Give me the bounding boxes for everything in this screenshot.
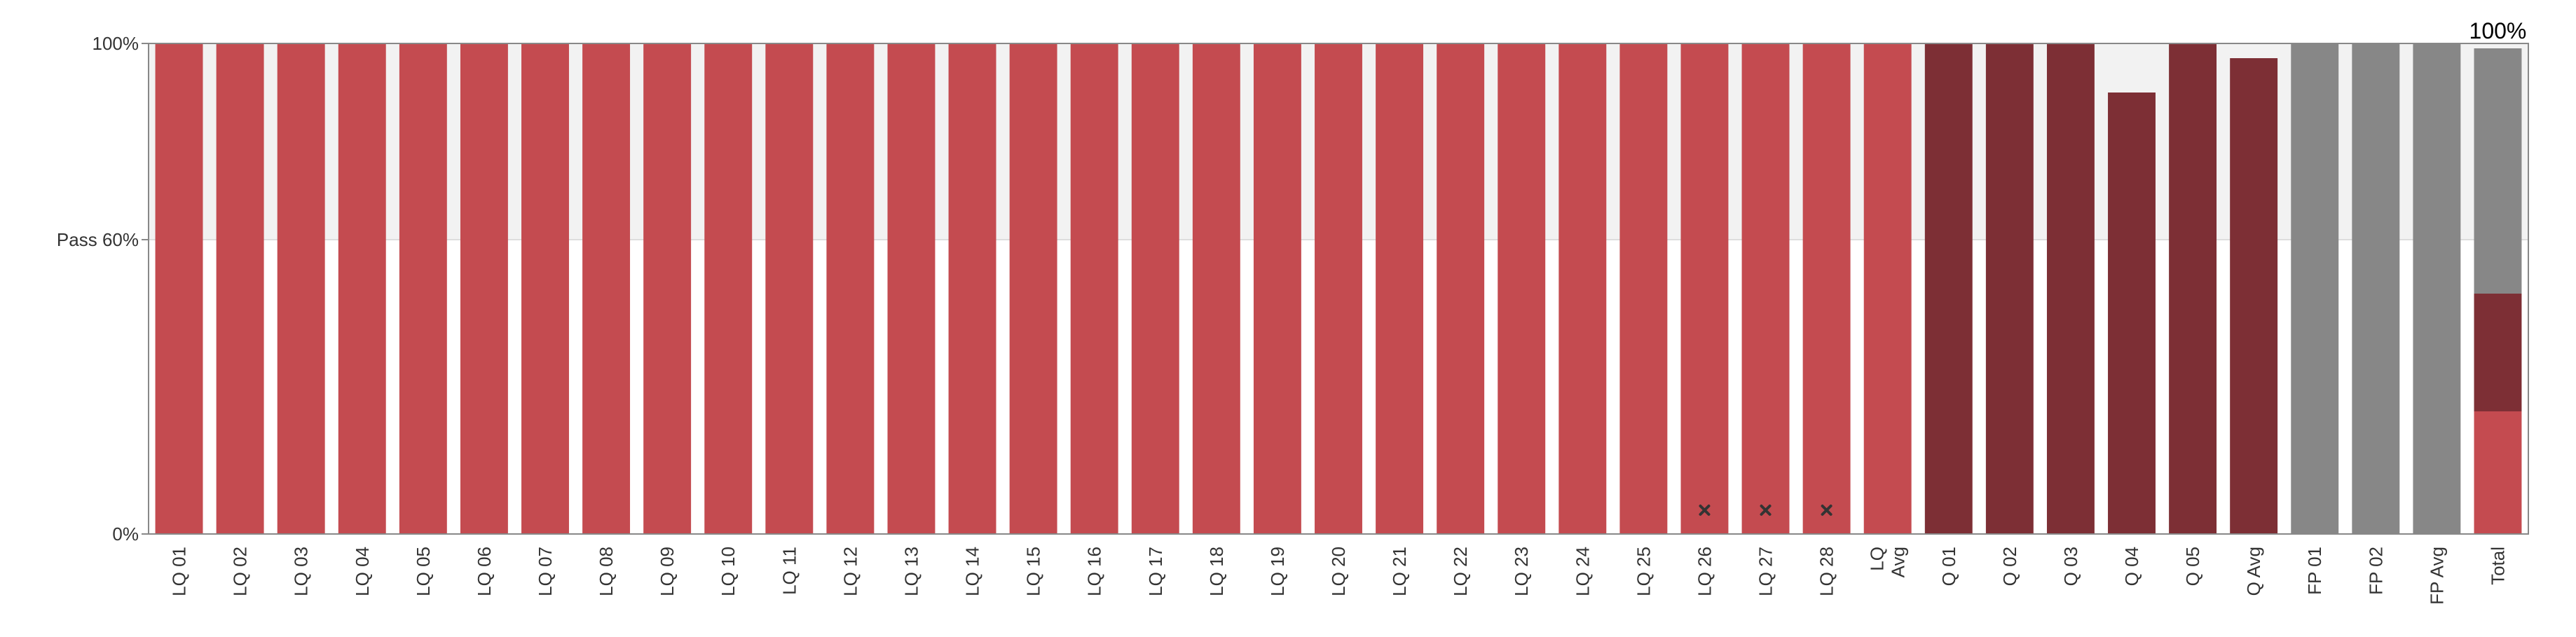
x-tick-label: LQ 15 bbox=[1023, 547, 1044, 596]
bar-lq-23 bbox=[1498, 43, 1546, 534]
x-tick-label: LQ 13 bbox=[900, 547, 922, 596]
x-tick-label: LQ 03 bbox=[291, 547, 312, 596]
x-tick-label: Q 01 bbox=[1938, 547, 1959, 586]
bar-lq-17 bbox=[1131, 43, 1179, 534]
y-tick-label: 0% bbox=[112, 523, 139, 544]
bar-lq-24 bbox=[1558, 43, 1607, 534]
x-tick-label: LQ 10 bbox=[718, 547, 739, 596]
x-tick-label: LQ 21 bbox=[1389, 547, 1410, 596]
x-tick-label: FP Avg bbox=[2426, 547, 2447, 605]
total-value-label: 100% bbox=[2469, 18, 2527, 43]
x-tick-label: LQ 19 bbox=[1267, 547, 1288, 596]
bar-q-03 bbox=[2046, 43, 2095, 534]
bar-lq-15 bbox=[1009, 43, 1057, 534]
bar-total-q-segment bbox=[2474, 294, 2522, 411]
x-tick-label: LQ 01 bbox=[169, 547, 190, 596]
x-tick-label: LQ 28 bbox=[1816, 547, 1837, 596]
x-tick-label: LQ 16 bbox=[1084, 547, 1105, 596]
x-tick-label: LQ 18 bbox=[1206, 547, 1227, 596]
y-tick-label: 100% bbox=[93, 33, 139, 54]
x-tick-label: LQ 24 bbox=[1572, 547, 1593, 596]
bar-lq-11 bbox=[765, 43, 814, 534]
x-tick-label: LQ 06 bbox=[474, 547, 495, 596]
bar-lq-08 bbox=[582, 43, 631, 534]
x-tick-label: LQ 09 bbox=[657, 547, 678, 596]
bar-lq-20 bbox=[1315, 43, 1362, 534]
bar-q-05 bbox=[2169, 43, 2217, 534]
bar-total-lq-segment bbox=[2474, 411, 2522, 534]
bar-lq-14 bbox=[948, 43, 996, 534]
x-tick-label: Q Avg bbox=[2243, 547, 2264, 596]
bar-fp-02 bbox=[2352, 43, 2400, 534]
y-axis: 0% Pass 60% 100% bbox=[57, 33, 149, 544]
bar-lq-16 bbox=[1070, 43, 1118, 534]
marker-x-icon bbox=[1760, 505, 1772, 516]
bar-q-04 bbox=[2108, 93, 2156, 534]
bar-fp-avg bbox=[2413, 43, 2461, 534]
x-tick-label: LQ 08 bbox=[596, 547, 617, 596]
bar-lq-12 bbox=[826, 43, 875, 534]
x-tick-label: LQ 02 bbox=[230, 547, 251, 596]
bar-fp-01 bbox=[2291, 43, 2339, 534]
bar-total-fp-segment bbox=[2474, 48, 2522, 294]
bar-lq-05 bbox=[399, 43, 447, 534]
bar-lq-02 bbox=[216, 43, 264, 534]
marker-x-icon bbox=[1821, 505, 1832, 516]
bar-q-01 bbox=[1924, 43, 1973, 534]
x-tick-label: LQ 04 bbox=[352, 547, 373, 596]
bar-lq-27 bbox=[1741, 43, 1790, 534]
x-tick-label: Q 05 bbox=[2182, 547, 2203, 586]
x-tick-label: FP 01 bbox=[2304, 547, 2325, 595]
x-tick-label: LQ 17 bbox=[1145, 547, 1166, 596]
x-tick-label: LQ 25 bbox=[1633, 547, 1654, 596]
x-tick-label: Q 04 bbox=[2121, 547, 2142, 586]
x-tick-label: Q 02 bbox=[1999, 547, 2020, 586]
bar-lq-07 bbox=[521, 43, 569, 534]
x-tick-label: LQ 11 bbox=[779, 547, 800, 595]
bar-lq-04 bbox=[338, 43, 386, 534]
x-tick-label: LQAvg bbox=[1867, 547, 1909, 577]
bar-lq-18 bbox=[1192, 43, 1240, 534]
bars-group bbox=[155, 43, 2522, 534]
x-tick-label: LQ 07 bbox=[535, 547, 556, 596]
bar-lq-21 bbox=[1376, 43, 1424, 534]
bar-lq-13 bbox=[887, 43, 936, 534]
x-tick-label: LQ 23 bbox=[1511, 547, 1532, 596]
x-tick-label: LQ 20 bbox=[1328, 547, 1349, 596]
bar-q-02 bbox=[1985, 43, 2034, 534]
bar-lq-28 bbox=[1802, 43, 1851, 534]
marker-x-icon bbox=[1699, 505, 1711, 516]
x-tick-label: LQ 12 bbox=[840, 547, 861, 596]
bar-lq-26 bbox=[1680, 43, 1729, 534]
x-tick-label: FP 02 bbox=[2365, 547, 2386, 595]
x-tick-label: LQ 14 bbox=[962, 547, 983, 596]
bar-lq-01 bbox=[155, 43, 203, 534]
x-tick-label: Q 03 bbox=[2060, 547, 2081, 586]
x-tick-label: LQ 22 bbox=[1450, 547, 1471, 596]
markers-group bbox=[1699, 505, 1832, 516]
bar-lq-03 bbox=[277, 43, 325, 534]
y-tick-label: Pass 60% bbox=[57, 229, 139, 250]
x-axis: LQ 01 LQ 02 LQ 03 LQ 04 LQ 05 LQ 06 LQ 07 LQ 08… bbox=[169, 547, 2509, 605]
bar-lq-09 bbox=[643, 43, 692, 534]
x-tick-label: LQ 05 bbox=[413, 547, 434, 596]
bar-lq-06 bbox=[460, 43, 508, 534]
bar-lq-25 bbox=[1619, 43, 1668, 534]
plot-frame bbox=[148, 43, 2529, 535]
bar-lq-avg bbox=[1863, 43, 1912, 534]
bar-lq-19 bbox=[1253, 43, 1301, 534]
x-tick-label: LQ 26 bbox=[1694, 547, 1715, 596]
bar-lq-22 bbox=[1437, 43, 1485, 534]
bar-q-avg bbox=[2230, 58, 2278, 534]
x-tick-label: Total bbox=[2487, 547, 2508, 585]
bar-lq-10 bbox=[704, 43, 753, 534]
x-tick-label: LQ 27 bbox=[1755, 547, 1776, 596]
